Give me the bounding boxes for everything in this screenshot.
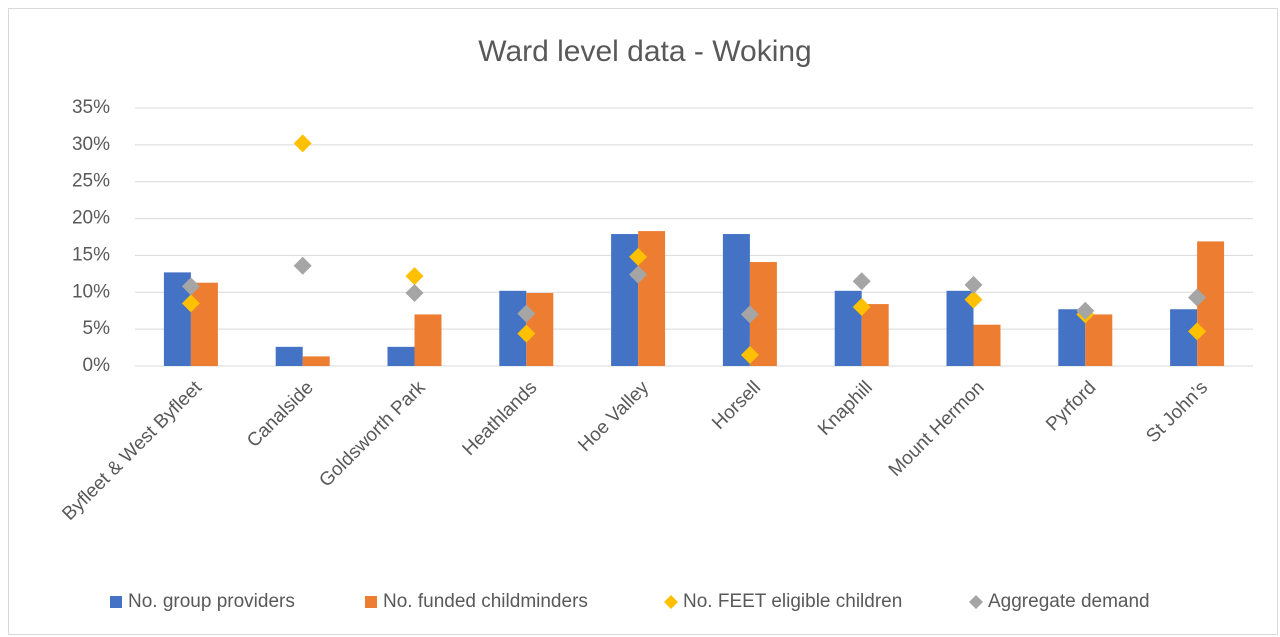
- y-tick-label: 25%: [72, 171, 110, 192]
- y-tick-label: 30%: [72, 134, 110, 155]
- marker: [852, 298, 871, 317]
- legend-swatch: [664, 595, 678, 609]
- legend-swatch: [969, 595, 983, 609]
- bar: [414, 314, 442, 366]
- marker: [629, 265, 648, 284]
- legend-label: No. funded childminders: [383, 591, 588, 612]
- marker: [405, 267, 424, 286]
- bar: [722, 234, 750, 366]
- marker: [517, 324, 536, 343]
- bar: [1170, 309, 1198, 366]
- legend-label: Aggregate demand: [988, 591, 1150, 612]
- marker: [1076, 301, 1095, 320]
- marker: [964, 275, 983, 294]
- y-tick-label: 35%: [72, 97, 110, 118]
- legend-label: No. FEET eligible children: [683, 591, 902, 612]
- bar: [1085, 314, 1113, 366]
- marker: [852, 272, 871, 291]
- legend-swatch: [365, 596, 377, 608]
- legend-label: No. group providers: [128, 591, 295, 612]
- bar: [302, 356, 330, 366]
- chart-title: Ward level data - Woking: [478, 35, 811, 68]
- bar: [638, 231, 666, 366]
- bar: [499, 290, 527, 366]
- bar: [275, 346, 303, 366]
- marker: [293, 256, 312, 275]
- marker: [181, 277, 200, 296]
- legend-swatch: [110, 596, 122, 608]
- marker: [740, 305, 759, 324]
- bar: [190, 282, 218, 366]
- marker: [740, 345, 759, 364]
- y-tick-label: 0%: [83, 355, 111, 376]
- marker: [629, 247, 648, 266]
- marker: [964, 290, 983, 309]
- y-tick-label: 5%: [83, 318, 111, 339]
- marker: [181, 294, 200, 313]
- y-tick-label: 20%: [72, 208, 110, 229]
- marker: [405, 284, 424, 303]
- bar: [387, 346, 415, 366]
- bar: [973, 324, 1001, 366]
- marker: [1188, 288, 1207, 307]
- y-tick-label: 15%: [72, 244, 110, 265]
- marker: [517, 304, 536, 323]
- bar: [861, 304, 889, 366]
- y-tick-label: 10%: [72, 281, 110, 302]
- marker: [293, 134, 312, 153]
- bar: [1197, 241, 1225, 366]
- marker: [1188, 322, 1207, 341]
